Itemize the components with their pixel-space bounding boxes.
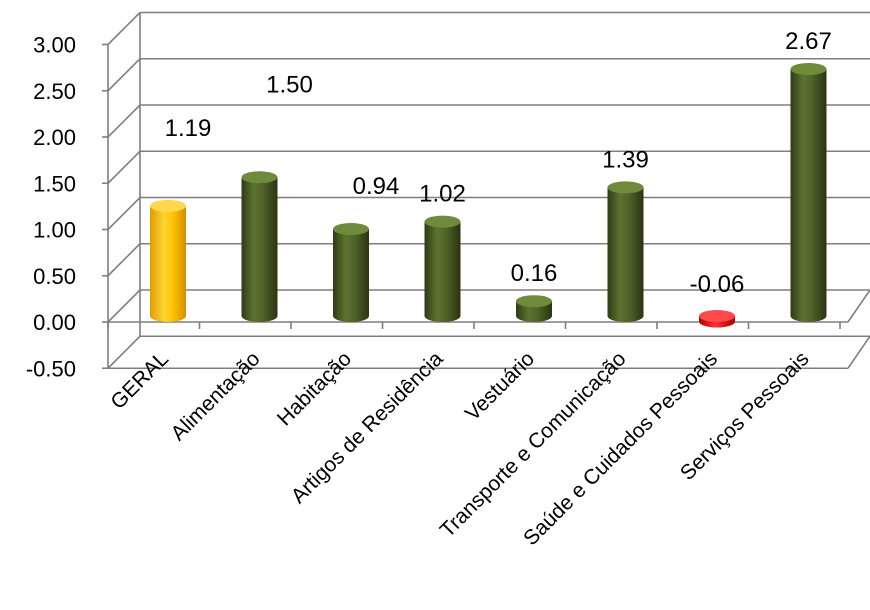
data-label: -0.06: [690, 271, 745, 298]
bar: [333, 223, 369, 322]
bottom-right-edge: [847, 335, 870, 369]
bar-top: [607, 181, 644, 194]
data-label: 0.94: [353, 173, 400, 200]
bar-body: [150, 205, 186, 322]
bar-top: [699, 310, 735, 322]
y-tick-label: 1.50: [33, 171, 76, 196]
floor-right-edge: [847, 289, 870, 323]
category-label: Vestuário: [461, 347, 539, 425]
category-label: Saúde e Cuidados Pessoais: [519, 347, 722, 550]
side-wall-line: [107, 243, 141, 277]
bar: [699, 310, 735, 328]
data-label: 0.16: [511, 260, 558, 287]
bar-top: [424, 215, 461, 228]
bar-body: [241, 177, 278, 322]
y-tick-label: 2.50: [33, 79, 76, 104]
category-label: Artigos de Residência: [287, 347, 448, 508]
bar-body: [607, 187, 644, 322]
side-wall-line: [107, 58, 141, 92]
data-label: 1.50: [266, 71, 313, 98]
bar: [516, 295, 552, 322]
y-tick-label: -0.50: [26, 356, 76, 381]
data-label: 2.67: [785, 28, 832, 55]
bar-top: [241, 171, 278, 184]
side-wall-line: [107, 11, 141, 46]
bars: [150, 63, 827, 328]
category-label: Transporte e Comunicação: [436, 347, 631, 542]
grid: [102, 11, 870, 370]
bar: [150, 199, 186, 322]
data-labels: 1.19 1.50 0.94 1.02 0.16 1.39 -0.06 2.67: [165, 28, 832, 298]
side-wall-line: [107, 104, 141, 138]
bar-top: [790, 63, 827, 76]
bar: [790, 63, 827, 323]
bar-body: [333, 229, 369, 322]
y-tick-label: 2.00: [33, 125, 76, 150]
side-wall-line: [107, 335, 141, 369]
bar: [424, 215, 461, 322]
y-tick-label: 0.50: [33, 264, 76, 289]
y-axis-ticks: -0.50 0.00 0.50 1.00 1.50 2.00 2.50 3.00: [26, 33, 76, 382]
y-tick-label: 0.00: [33, 310, 76, 335]
y-tick-label: 3.00: [33, 33, 76, 58]
side-wall-line: [107, 196, 141, 231]
bar-top: [516, 295, 552, 308]
data-label: 1.19: [165, 115, 212, 142]
bar-body: [516, 301, 552, 322]
category-label: Alimentação: [167, 347, 265, 445]
bar: [241, 171, 278, 322]
data-label: 1.39: [602, 146, 649, 173]
side-wall-line: [107, 150, 141, 184]
data-label: 1.02: [419, 181, 466, 208]
category-label: GERAL: [106, 347, 173, 414]
side-wall-line: [107, 289, 141, 323]
bar: [607, 181, 644, 322]
bar-top: [333, 223, 369, 236]
category-label: Habitação: [273, 347, 356, 430]
bar-body: [424, 221, 461, 322]
bar-body: [790, 69, 827, 323]
y-tick-label: 1.00: [33, 218, 76, 243]
bar-top: [150, 199, 186, 212]
